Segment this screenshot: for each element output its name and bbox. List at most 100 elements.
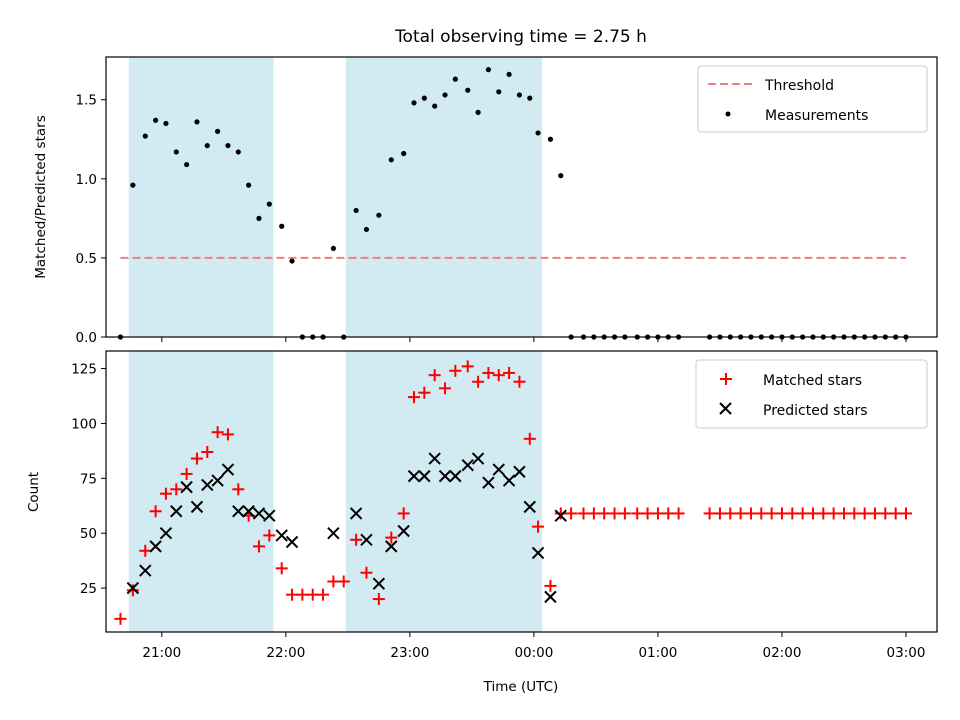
matched-stars-point [858, 507, 871, 520]
matched-stars-point [713, 507, 726, 520]
measurements-point [465, 87, 471, 93]
ratio-y-tick-label: 1.0 [76, 172, 97, 188]
legend-predicted-swatch [719, 402, 732, 415]
x-tick-label: 22:00 [266, 645, 305, 661]
matched-stars-point [672, 507, 685, 520]
ratio-legend: Threshold Measurements [697, 65, 928, 133]
matched-stars-point [532, 520, 545, 533]
matched-stars-point [372, 593, 385, 606]
matched-stars-point [641, 507, 654, 520]
predicted-stars-point [275, 529, 288, 542]
matched-stars-point [296, 588, 309, 601]
matched-stars-point [631, 507, 644, 520]
count-y-tick-label: 50 [80, 526, 97, 542]
measurements-point [194, 119, 200, 125]
predicted-stars-point [544, 590, 557, 604]
matched-stars-point [149, 505, 162, 518]
matched-stars-point [775, 507, 788, 520]
ratio-y-axis: 0.0 0.5 1.0 1.5 [76, 93, 106, 346]
predicted-stars-point [349, 507, 363, 520]
count-y-axis: 25 50 75 100 125 [71, 362, 106, 597]
matched-stars-point [449, 364, 462, 377]
matched-stars-point [439, 382, 452, 395]
legend-threshold-label: Threshold [764, 78, 834, 94]
measurements-point [184, 161, 190, 168]
x-tick-label: 02:00 [763, 645, 802, 661]
matched-stars-point [482, 366, 495, 379]
predicted-stars-point [407, 469, 421, 483]
predicted-stars-point [418, 469, 431, 483]
matched-stars-point [587, 507, 600, 520]
measurements-point [163, 120, 169, 127]
count-plot-frame [105, 350, 938, 633]
predicted-stars-point [149, 540, 162, 553]
predicted-stars-point [327, 527, 340, 540]
count-shaded-interval [128, 351, 274, 632]
matched-stars-point [734, 507, 747, 520]
count-shaded-interval [345, 351, 543, 632]
matched-stars-point [868, 507, 881, 520]
predicted-stars-point [201, 478, 214, 492]
measurements-point [547, 136, 554, 142]
legend-matched-swatch [720, 373, 732, 385]
measurements-point [142, 133, 148, 139]
ratio-shaded-intervals [128, 57, 543, 337]
matched-stars-point [180, 467, 193, 480]
matched-stars-point [523, 432, 536, 445]
count-y-tick-label: 125 [71, 362, 97, 378]
legend-measurements-swatch [725, 111, 731, 117]
predicted-stars-point [428, 452, 441, 465]
matched-stars-point [211, 426, 224, 439]
predicted-stars-point [211, 474, 224, 487]
matched-stars-point [565, 507, 578, 520]
measurements-point [225, 142, 231, 149]
measurements-point [401, 150, 407, 157]
matched-stars-point [317, 588, 330, 601]
x-tick-label: 03:00 [887, 645, 926, 661]
measurements-point [411, 100, 417, 106]
ratio-shaded-interval [345, 57, 543, 337]
measurements-point [153, 117, 159, 123]
measurements-point [173, 149, 179, 155]
ratio-y-tick-label: 0.0 [76, 330, 97, 346]
matched-stars-point [286, 588, 299, 601]
matched-stars-point [190, 452, 203, 465]
matched-stars-point [848, 507, 861, 520]
matched-stars-point [461, 360, 474, 373]
measurements-point [558, 173, 564, 179]
measurements-point [506, 71, 512, 78]
measurements-point [475, 109, 481, 115]
measurements-point [432, 103, 438, 109]
predicted-stars-point [180, 480, 193, 494]
count-y-tick-label: 75 [80, 471, 97, 487]
ratio-plot-frame [105, 56, 938, 338]
measurements-point [289, 258, 295, 264]
measurements-point [353, 207, 359, 214]
measurements-point [235, 149, 241, 155]
matched-stars-point [544, 579, 557, 592]
x-axis-label: Time (UTC) [483, 679, 559, 695]
count-y-tick-label: 100 [71, 416, 97, 432]
matched-stars-point [170, 483, 183, 496]
count-panel: 25 50 75 100 125 21:00 22:00 23:00 00:00 01:00 02… [26, 350, 938, 695]
predicted-stars-point [190, 500, 204, 514]
predicted-stars-point [523, 500, 536, 514]
ratio-panel: 0.0 0.5 1.0 1.5 Matched/Predicted stars Thr… [33, 56, 938, 346]
matched-stars-point [232, 483, 245, 496]
legend-predicted-label: Predicted stars [763, 403, 868, 419]
measurements-point [516, 92, 523, 98]
count-x-axis: 21:00 22:00 23:00 00:00 01:00 02:00 03:00 [142, 632, 925, 661]
predicted-stars-point [554, 509, 567, 522]
matched-stars-point [472, 375, 485, 388]
ratio-series [117, 67, 909, 340]
matched-stars-point [598, 507, 611, 520]
predicted-stars-point [449, 469, 462, 483]
matched-stars-point [252, 540, 265, 553]
matched-stars-point [428, 369, 441, 382]
matched-stars-point [827, 507, 840, 520]
measurements-point [204, 142, 210, 149]
matched-stars-point [350, 533, 363, 546]
measurements-point [246, 182, 252, 188]
matched-stars-point [662, 507, 675, 520]
predicted-stars-point [159, 527, 173, 540]
